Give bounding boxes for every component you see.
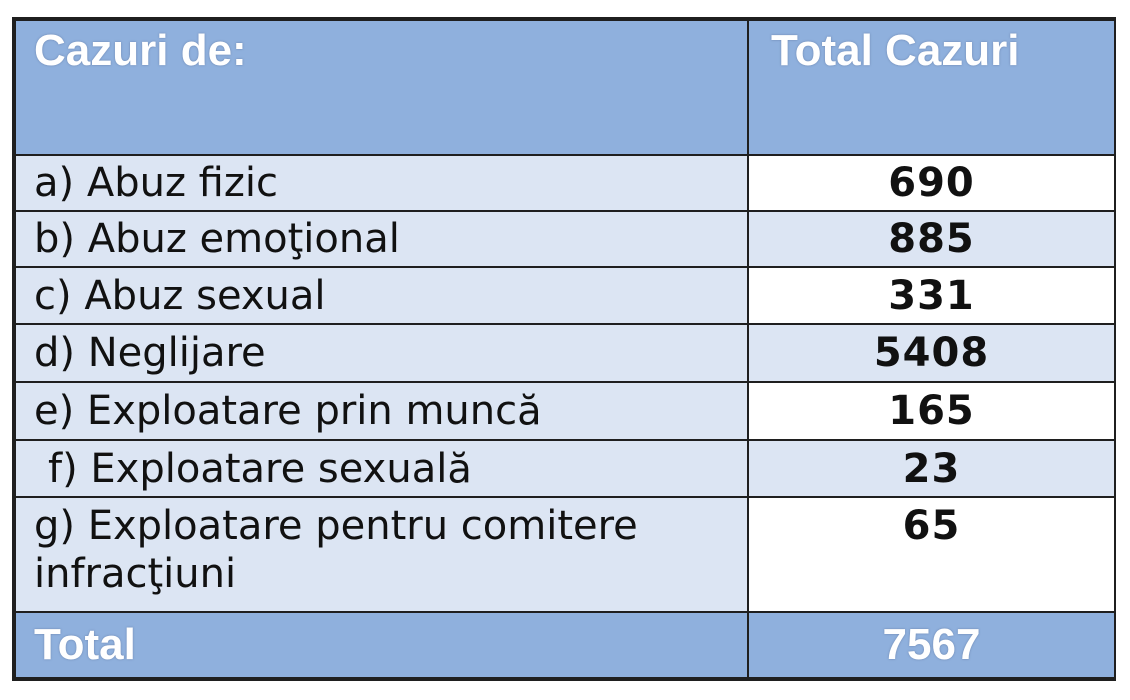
row-value: 5408 [747,322,1116,384]
row-value: 23 [747,439,1116,498]
table-row: e) Exploatare prin muncă 165 [14,381,1116,442]
table-total-row: Total 7567 [14,610,1116,679]
row-label: b) Abuz emoţional [14,210,749,269]
cases-table-frame: Cazuri de: Total Cazuri a) Abuz fizic 69… [12,17,1116,681]
table-row: d) Neglijare 5408 [14,322,1116,384]
row-value: 65 [747,495,1116,613]
table-row: a) Abuz fizic 690 [14,153,1116,213]
table-header-row: Cazuri de: Total Cazuri [14,19,1116,156]
row-label: e) Exploatare prin muncă [14,381,749,442]
header-total: Total Cazuri [747,19,1116,156]
table-row: c) Abuz sexual 331 [14,266,1116,325]
total-label: Total [14,610,749,679]
total-value: 7567 [747,610,1116,679]
header-category: Cazuri de: [14,19,749,156]
cases-table: Cazuri de: Total Cazuri a) Abuz fizic 69… [14,19,1116,679]
row-label: c) Abuz sexual [14,266,749,325]
row-value: 885 [747,210,1116,269]
table-row: b) Abuz emoţional 885 [14,210,1116,269]
row-label: a) Abuz fizic [14,153,749,213]
row-value: 165 [747,381,1116,442]
table-row: f) Exploatare sexuală 23 [14,439,1116,498]
table-row: g) Exploatare pentru comitere infracţiun… [14,495,1116,613]
row-value: 331 [747,266,1116,325]
row-label: g) Exploatare pentru comitere infracţiun… [14,495,749,613]
row-label: f) Exploatare sexuală [14,439,749,498]
row-value: 690 [747,153,1116,213]
row-label: d) Neglijare [14,322,749,384]
